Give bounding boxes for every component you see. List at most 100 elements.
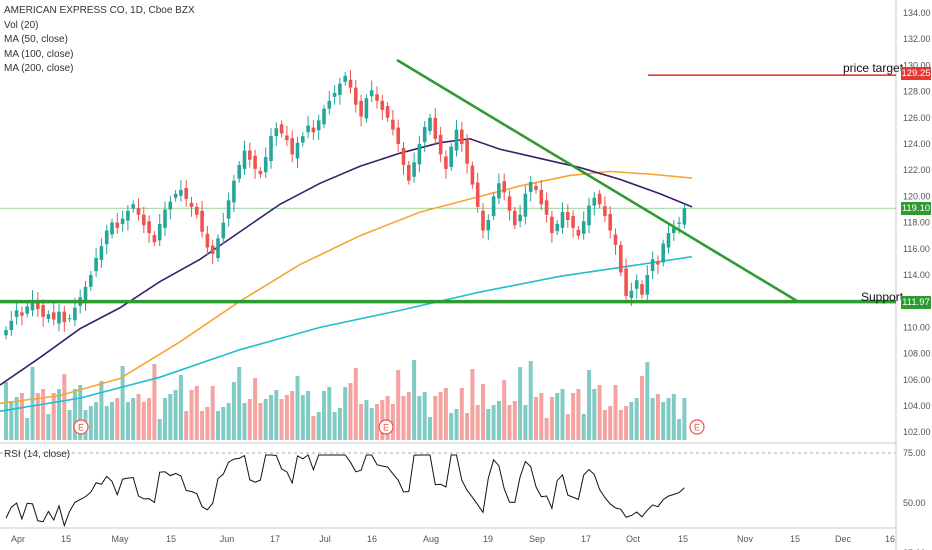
volume-bar <box>634 398 639 440</box>
volume-bar <box>274 390 279 440</box>
volume-bar <box>655 394 660 440</box>
x-tick-label: Aug <box>423 534 439 544</box>
volume-bar <box>443 388 448 440</box>
candle-body <box>14 310 19 317</box>
volume-bar <box>231 382 236 440</box>
candle-body <box>624 268 628 296</box>
volume-bar <box>152 364 157 440</box>
y-tick-label: 108.00 <box>903 349 931 359</box>
candle-body <box>613 234 618 245</box>
volume-bar <box>99 381 104 440</box>
volume-bar <box>422 392 427 440</box>
volume-bar <box>343 387 348 440</box>
earnings-marker <box>689 419 705 435</box>
volume-bar <box>671 394 676 440</box>
volume-bar <box>401 396 406 440</box>
volume-bar <box>173 390 178 440</box>
candle-body <box>179 189 183 196</box>
volume-bar <box>125 402 130 440</box>
volume-bar <box>263 399 268 440</box>
volume-bar <box>560 389 565 440</box>
volume-bar <box>571 393 576 440</box>
x-tick-label: 17 <box>581 534 591 544</box>
candle-body <box>412 162 416 177</box>
candle-body <box>94 257 98 272</box>
candle-body <box>629 290 634 298</box>
candle-body <box>380 100 385 110</box>
volume-bar <box>30 367 35 440</box>
volume-bar <box>332 412 337 440</box>
y-tick-label: 134.00 <box>903 8 931 18</box>
candle-body <box>359 100 363 117</box>
x-tick-label: Oct <box>626 534 641 544</box>
volume-bar <box>194 386 199 440</box>
candle-body <box>619 244 623 273</box>
x-tick-label: 15 <box>61 534 71 544</box>
candle-body <box>454 129 459 151</box>
candle-body <box>46 314 51 319</box>
volume-bar <box>597 385 602 440</box>
rsi-label[interactable]: RSI (14, close) <box>4 449 71 460</box>
volume-bar <box>565 414 570 440</box>
candle-body <box>258 170 263 175</box>
candle-body <box>237 164 241 179</box>
candle-body <box>465 140 469 164</box>
candle-body <box>481 210 485 231</box>
candle-body <box>301 136 305 143</box>
candle-body <box>486 219 491 231</box>
candle-body <box>592 197 597 206</box>
volume-bar <box>629 402 634 440</box>
volume-bar <box>592 389 597 440</box>
ma100-line <box>0 170 693 405</box>
volume-bar <box>549 397 554 440</box>
volume-bar <box>475 405 480 440</box>
volume-bar <box>226 403 231 440</box>
candle-body <box>163 209 167 228</box>
volume-bar <box>284 395 289 440</box>
volume-bar <box>602 410 607 440</box>
candle-body <box>306 125 310 133</box>
legend-volume[interactable]: Vol (20) <box>4 19 39 31</box>
volume-bar <box>200 411 205 440</box>
volume-bar <box>518 367 523 440</box>
volume-bar <box>67 410 72 440</box>
rsi-tick-label: 50.00 <box>903 498 926 508</box>
candle-body <box>332 92 337 97</box>
candle-body <box>327 100 332 109</box>
candle-body <box>422 126 427 143</box>
rsi-line <box>5 454 685 528</box>
x-tick-label: 16 <box>885 534 895 544</box>
legend-ma200[interactable]: MA (200, close) <box>4 63 74 74</box>
volume-bar <box>486 409 491 440</box>
volume-bar <box>661 402 666 440</box>
volume-bar <box>348 383 353 440</box>
candle-body <box>470 165 475 185</box>
candle-body <box>444 156 448 169</box>
candle-body <box>364 98 369 119</box>
volume-bar <box>295 376 300 440</box>
y-tick-label: 116.00 <box>903 244 930 254</box>
candle-body <box>311 127 316 133</box>
volume-bar <box>587 370 591 440</box>
legend-ma50[interactable]: MA (50, close) <box>4 34 68 45</box>
candle-body <box>279 124 284 134</box>
volume-bar <box>242 403 247 440</box>
candle-body <box>666 233 671 248</box>
volume-bar <box>210 386 215 440</box>
candle-body <box>189 202 194 207</box>
volume-bar <box>94 402 99 440</box>
y-tick-label: 126.00 <box>903 113 931 123</box>
candle-body <box>73 307 77 321</box>
candle-body <box>502 181 506 193</box>
volume-bar <box>438 392 443 440</box>
volume-bar <box>216 411 220 440</box>
legend-ma100[interactable]: MA (100, close) <box>4 48 74 60</box>
volume-bar <box>279 399 284 440</box>
volume-bar <box>449 413 454 440</box>
candle-body <box>677 222 681 224</box>
volume-bar <box>110 402 114 440</box>
volume-bar <box>147 398 152 440</box>
x-tick-label: 16 <box>367 534 377 544</box>
candle-body <box>417 144 422 165</box>
